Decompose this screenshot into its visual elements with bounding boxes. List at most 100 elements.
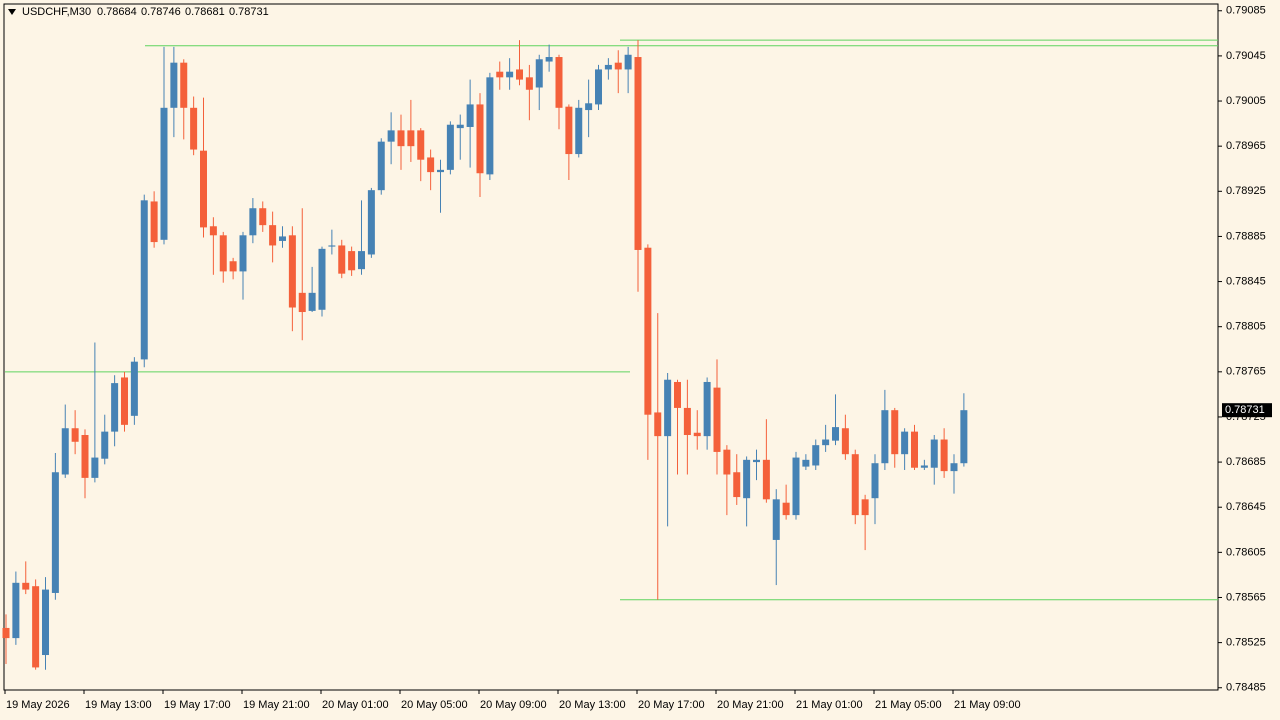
x-tick-label: 20 May 01:00	[322, 699, 389, 711]
x-tick-label: 21 May 05:00	[875, 699, 942, 711]
candle-body	[387, 130, 395, 142]
candle-body	[703, 381, 711, 437]
candle-body	[170, 62, 178, 108]
candle-body	[575, 107, 583, 155]
header-open: 0.78684	[97, 6, 137, 18]
candle-body	[437, 169, 444, 173]
candle-body	[2, 627, 10, 639]
candle-body	[762, 459, 770, 500]
y-tick-label: 0.78685	[1226, 456, 1266, 468]
candle-body	[417, 130, 425, 160]
y-tick-label: 0.79045	[1226, 50, 1266, 62]
x-tick-label: 21 May 01:00	[796, 699, 863, 711]
candle-body	[792, 457, 800, 516]
candle-body	[32, 586, 40, 668]
candle-body	[269, 225, 277, 246]
y-tick-label: 0.78485	[1226, 682, 1266, 694]
candle-body	[614, 62, 622, 70]
x-tick-label: 19 May 17:00	[164, 699, 231, 711]
y-tick-label: 0.79005	[1226, 95, 1266, 107]
candle-body	[180, 62, 188, 108]
candle-body	[585, 103, 593, 111]
y-tick-label: 0.78765	[1226, 366, 1266, 378]
y-tick-label: 0.78525	[1226, 637, 1266, 649]
candle-body	[298, 292, 306, 313]
candle-body	[960, 410, 968, 464]
y-tick-label: 0.78885	[1226, 230, 1266, 242]
candle-body	[891, 410, 899, 455]
candle-body	[190, 107, 198, 150]
candle-body	[782, 502, 790, 516]
y-tick-label: 0.78805	[1226, 321, 1266, 333]
x-tick-label: 19 May 21:00	[243, 699, 310, 711]
candle-body	[239, 235, 247, 272]
candle-body	[71, 428, 79, 442]
y-tick-label: 0.79085	[1226, 5, 1266, 17]
y-tick-label: 0.78965	[1226, 140, 1266, 152]
candle-body	[496, 71, 504, 78]
candle-body	[525, 77, 533, 90]
candle-body	[950, 463, 958, 472]
y-tick-label: 0.78605	[1226, 546, 1266, 558]
candle-body	[130, 361, 138, 416]
candle-body	[565, 106, 573, 155]
candle-body	[140, 200, 148, 360]
candle-body	[22, 582, 30, 590]
header-high: 0.78746	[141, 6, 181, 18]
candle-body	[407, 130, 415, 147]
candle-body	[348, 251, 356, 271]
candle-body	[51, 472, 59, 593]
candle-body	[930, 439, 938, 468]
candle-body	[81, 435, 89, 478]
candle-body	[802, 459, 810, 467]
candle-body	[535, 59, 543, 88]
candle-body	[358, 251, 365, 270]
candle-body	[338, 245, 346, 274]
candle-body	[397, 130, 405, 147]
y-tick-label: 0.78845	[1226, 275, 1266, 287]
candle-body	[209, 226, 217, 236]
candle-body	[249, 208, 257, 236]
candle-body	[288, 235, 296, 308]
candle-body	[595, 69, 602, 105]
candle-body	[713, 387, 721, 452]
candle-body	[308, 292, 316, 311]
candle-body	[822, 439, 830, 446]
x-tick-label: 21 May 09:00	[954, 699, 1021, 711]
candle-body	[654, 412, 662, 437]
candle-body	[674, 381, 681, 408]
candle-body	[920, 465, 928, 468]
candle-body	[466, 104, 474, 127]
candle-body	[624, 54, 632, 70]
candle-body	[861, 499, 869, 516]
candle-body	[753, 459, 760, 463]
candle-body	[229, 261, 237, 272]
candle-body	[871, 463, 879, 499]
candle-body	[42, 589, 49, 656]
header-close: 0.78731	[229, 6, 269, 18]
price-tag-label: 0.78731	[1225, 404, 1265, 416]
candle-body	[91, 457, 99, 478]
candle-body	[427, 157, 435, 173]
candle-body	[61, 428, 69, 475]
candle-body	[604, 64, 612, 70]
candle-body	[555, 57, 563, 108]
candle-body	[318, 248, 326, 310]
candle-body	[664, 379, 672, 437]
candle-body	[279, 236, 286, 241]
price-tag	[1222, 403, 1272, 418]
x-tick-label: 19 May 13:00	[85, 699, 152, 711]
x-tick-label: 20 May 13:00	[559, 699, 626, 711]
candle-body	[634, 57, 642, 250]
menu-arrow[interactable]	[8, 9, 16, 15]
candle-body	[723, 449, 731, 475]
plot-frame	[3, 3, 1219, 691]
candle-body	[901, 431, 909, 455]
candle-body	[367, 190, 375, 255]
candle-body	[693, 432, 701, 437]
symbol-title: USDCHF,M30	[22, 6, 91, 18]
x-tick-label: 20 May 17:00	[638, 699, 705, 711]
candle-body	[772, 499, 780, 540]
